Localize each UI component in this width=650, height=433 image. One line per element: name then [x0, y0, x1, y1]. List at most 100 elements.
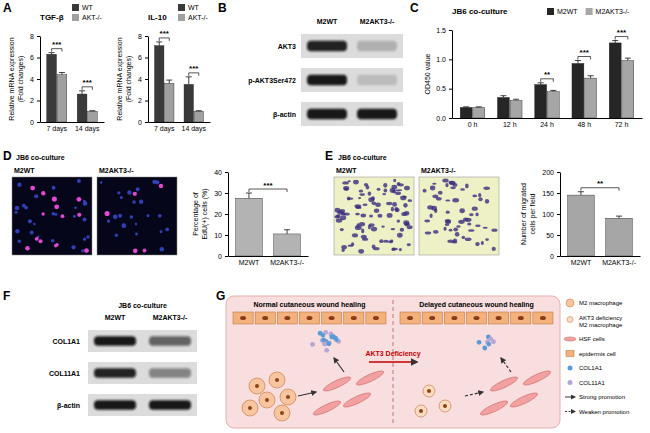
bar	[535, 85, 547, 118]
migrated-cell	[362, 204, 367, 207]
migrated-cell	[431, 206, 437, 211]
nucleus	[82, 217, 86, 221]
nucleus	[135, 233, 138, 236]
tick-label: 7 days	[46, 125, 67, 133]
edu-positive-cell	[159, 184, 163, 188]
legend-swatch	[72, 14, 79, 21]
migrated-cell	[390, 188, 395, 193]
error-bar	[513, 99, 519, 100]
edu-positive-cell	[41, 212, 44, 215]
migrated-cell	[445, 223, 450, 226]
tick-mark	[225, 172, 228, 173]
epidermis-cell	[489, 312, 509, 324]
significance-label: ***	[189, 64, 199, 73]
migrated-cell	[438, 191, 443, 195]
edu-positive-cell	[133, 192, 137, 196]
migrated-cell	[355, 225, 362, 230]
error-bar	[612, 41, 618, 43]
migrated-cell	[404, 211, 409, 216]
annotations: ******	[159, 29, 199, 75]
blot-row-label: AKT3	[278, 43, 296, 50]
epidermis-nucleus	[474, 316, 480, 320]
annotations: ***	[249, 181, 287, 193]
epidermis-cell	[344, 312, 364, 324]
nucleus	[73, 215, 76, 218]
axis-line	[41, 122, 105, 123]
tick-label: 6	[138, 54, 142, 61]
error-bar	[500, 96, 506, 98]
epidermis-cell	[422, 312, 442, 324]
significance-label: **	[544, 70, 551, 79]
nucleus	[54, 213, 57, 216]
migrated-cell	[445, 199, 450, 201]
x-axis: 7 days14 days	[41, 123, 105, 133]
migrated-cell	[397, 233, 403, 238]
legend-label: Weaken promotion	[579, 409, 629, 415]
marks	[236, 193, 301, 256]
migrated-cell	[425, 232, 431, 235]
migrated-cell	[374, 209, 379, 213]
epidermis-cell	[466, 312, 486, 324]
tick-label: 48 h	[577, 121, 591, 128]
tick: M2AKT3-/-	[270, 259, 305, 266]
legend-swatch	[547, 8, 554, 15]
migrated-cell	[442, 178, 448, 182]
migrated-cell	[485, 238, 489, 241]
tick-label: 0	[218, 253, 222, 260]
x-axis: M2WT M2AKT3-/-	[229, 257, 309, 266]
akt3-deficient-macrophage	[439, 400, 451, 412]
nucleus	[127, 190, 131, 194]
macrophage-nucleus	[275, 378, 279, 382]
error-bar	[196, 110, 202, 112]
tick-label: 72 h	[615, 121, 629, 128]
tick-label: M2AKT3-/-	[602, 259, 637, 266]
edu-positive-cell	[105, 211, 110, 216]
tick: 72 h	[615, 121, 629, 128]
blot-column-label: M2WT	[105, 314, 126, 321]
blot-membrane	[88, 394, 197, 416]
migrated-cell	[465, 238, 472, 241]
tick: 0	[138, 119, 148, 126]
tick-label: 4	[30, 76, 34, 83]
epidermis-nucleus	[284, 316, 290, 320]
epidermis-nucleus	[540, 316, 546, 320]
migrated-cell	[445, 220, 451, 224]
migrated-cell	[475, 224, 481, 226]
nucleus	[117, 191, 120, 194]
col1a1	[326, 341, 331, 346]
tick-label: 0	[138, 119, 142, 126]
nucleus	[118, 214, 122, 218]
tick: 4	[30, 76, 40, 83]
legend-label: HSF cells	[579, 336, 605, 342]
migrated-cell	[403, 220, 409, 225]
bar	[57, 75, 67, 122]
m2-macrophage	[280, 389, 296, 405]
legend-label: WT	[82, 4, 94, 11]
y-axis: 050100150200	[542, 169, 560, 260]
nucleus	[115, 233, 118, 236]
error-bar	[538, 83, 544, 85]
image-frame	[334, 177, 414, 255]
macrophage-nucleus	[265, 398, 269, 402]
migrated-cell	[400, 196, 406, 201]
chart-title: TGF-β	[40, 13, 64, 22]
axis-line	[452, 31, 453, 119]
tick-label: 1.5	[436, 27, 446, 34]
macrophage-nucleus	[443, 404, 447, 408]
nucleus	[14, 211, 17, 214]
nucleus	[147, 214, 150, 217]
migrated-cell	[403, 203, 407, 208]
legend-icon	[567, 317, 573, 323]
tick-mark	[225, 235, 228, 236]
migrated-cell	[377, 214, 382, 218]
bar	[88, 111, 98, 122]
edu-positive-cell	[77, 213, 81, 217]
x-axis: 7 days14 days	[149, 123, 211, 133]
migrated-cell	[391, 207, 394, 212]
significance-label: ***	[263, 181, 273, 190]
nucleus	[71, 245, 75, 249]
tick-label: M2WT	[239, 259, 260, 266]
migrated-cell	[472, 207, 478, 211]
migrated-cell	[369, 214, 373, 217]
chart-title: JB6 co-culture	[452, 7, 508, 16]
